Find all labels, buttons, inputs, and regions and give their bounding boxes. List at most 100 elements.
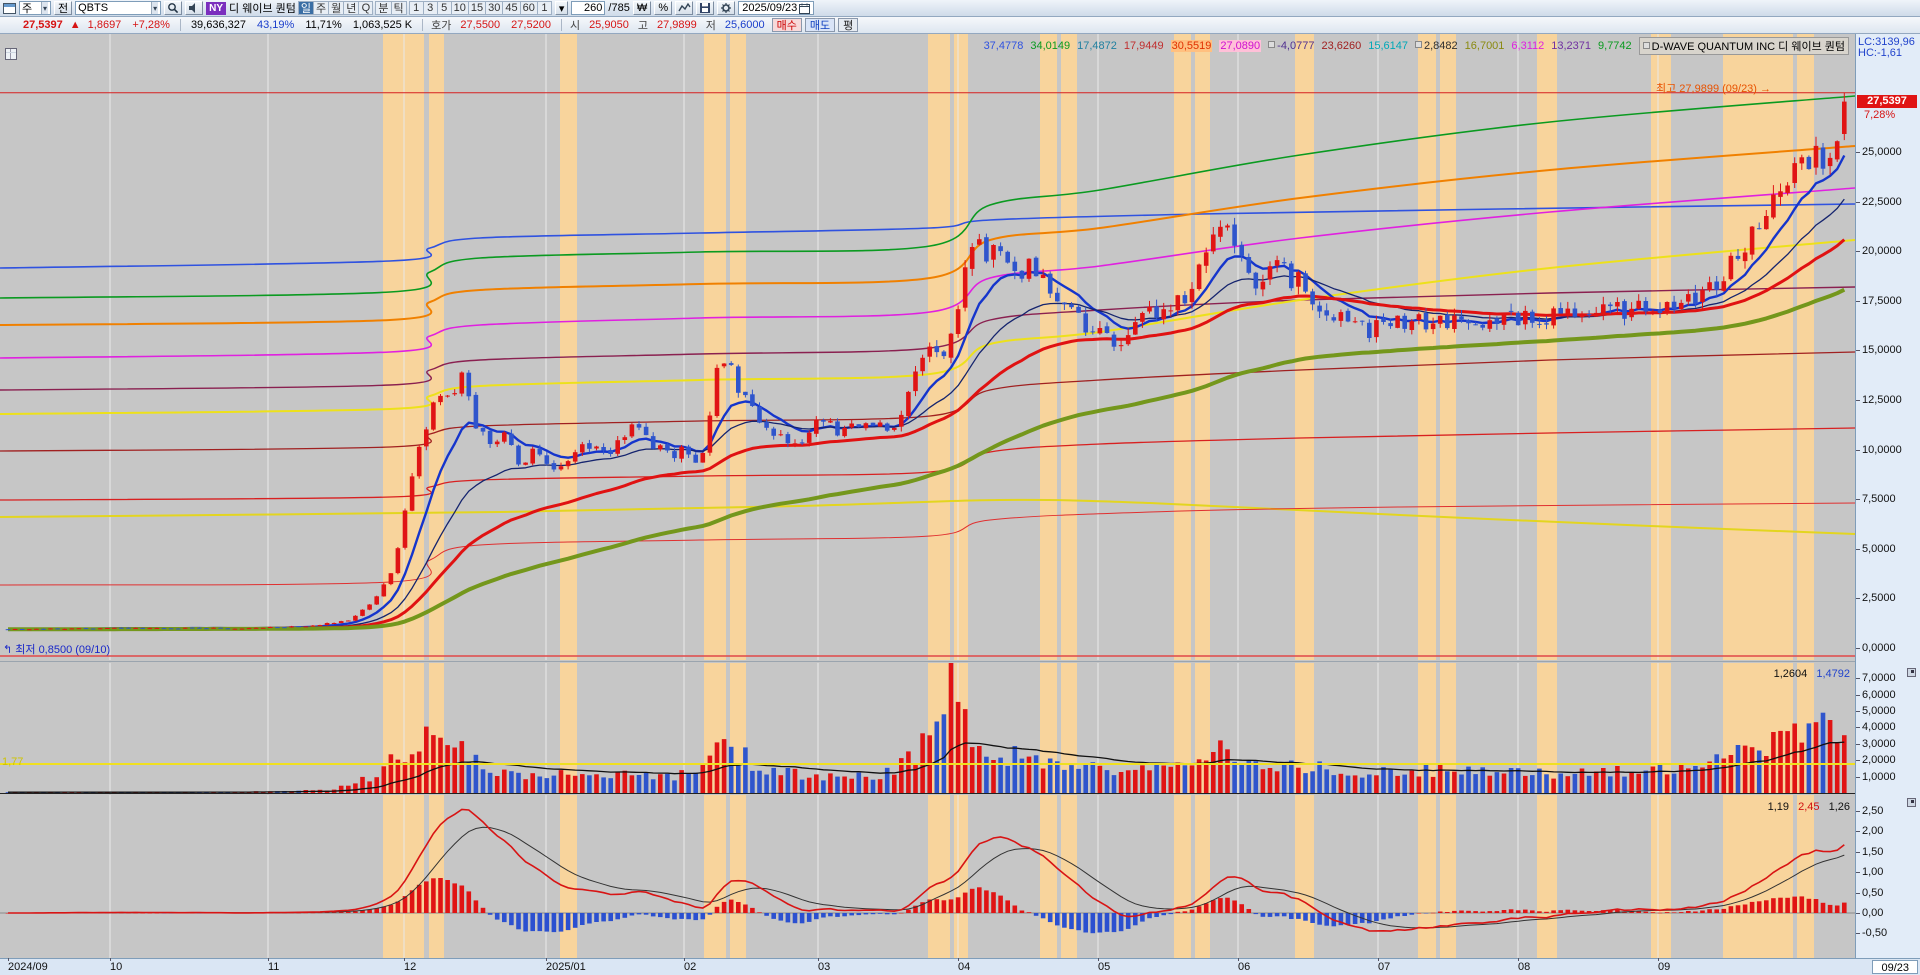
minute-button-0[interactable]: 1 [408, 1, 424, 15]
minute-button-2[interactable]: 5 [436, 1, 452, 15]
price-tick-label: 20,0000 [1856, 245, 1918, 257]
minute-button-5[interactable]: 30 [485, 1, 504, 15]
volume-pane[interactable] [0, 663, 1855, 794]
volume-tick-label: 2,0000 [1856, 754, 1918, 766]
macd-tick-label: 1,50 [1856, 846, 1918, 858]
volume-value: 39,636,327 [190, 19, 246, 31]
minute-button-3[interactable]: 10 [450, 1, 469, 15]
price-tick-label: 0,0000 [1856, 642, 1918, 654]
minute-button-group: 1 3 5 10 15 30 45 60 1 [408, 1, 552, 15]
minute-button-8[interactable]: 1 [536, 1, 552, 15]
price-tick-label: 5,0000 [1856, 543, 1918, 555]
legend-value-13: 9,7742 [1598, 40, 1632, 52]
price-tick-label: 17,5000 [1856, 295, 1918, 307]
price-tick-label: 7,5000 [1856, 493, 1918, 505]
legend-value-3: 17,9449 [1123, 40, 1164, 52]
symbol-name-chip: D-WAVE QUANTUM INC 디 웨이브 퀀텀 [1638, 37, 1849, 55]
ratio-pct: 11,71% [305, 19, 342, 31]
date-tick-label: 10 [110, 958, 122, 973]
price-tick-label: 22,5000 [1856, 196, 1918, 208]
macd-line-value: 2,45 [1798, 801, 1820, 813]
hoga-label: 호가 [431, 20, 452, 32]
search-icon[interactable] [164, 1, 183, 15]
minute-button-7[interactable]: 60 [519, 1, 538, 15]
traded-value: 1,063,525 K [352, 19, 413, 31]
minute-button-6[interactable]: 45 [502, 1, 521, 15]
sell-button[interactable]: 매도 [804, 18, 836, 32]
chevron-down-icon[interactable]: ▾ [40, 2, 48, 14]
mode-button-0[interactable]: 분 [375, 1, 392, 15]
chart-plot-area: 37,4778 34,0149 17,4872 17,9449 30,5519 27,08… [0, 34, 1855, 958]
volume-tick-label: 3,0000 [1856, 738, 1918, 750]
date-tick-label: 2025/01 [546, 958, 586, 973]
macd-tick-label: 2,00 [1856, 825, 1918, 837]
last-date-box: 09/23 [1872, 960, 1918, 974]
price-tick-label: 25,0000 [1856, 146, 1918, 158]
legend-value-8: 15,6147 [1368, 40, 1408, 52]
high-marker-label: 최고 27,9899 (09/23) → [1656, 83, 1772, 95]
date-picker[interactable]: 2025/09/23 [738, 1, 815, 15]
chevron-down-icon[interactable]: ▾ [554, 1, 569, 15]
low-marker-label: ↰ 최저 0,8500 (09/10) [3, 644, 111, 656]
period-button-4[interactable]: Q [358, 1, 374, 15]
symbol-input[interactable]: QBTS ▾ [75, 1, 162, 15]
percent-icon[interactable]: % [654, 1, 673, 15]
date-tick-label: 12 [404, 958, 416, 973]
save-icon[interactable] [696, 1, 715, 15]
symbol-value: QBTS [78, 2, 109, 14]
period-button-0[interactable]: 일 [297, 1, 314, 15]
macd-header: 1,19 2,45 1,26 [1762, 801, 1850, 813]
price-change: 1,8697 [87, 19, 122, 31]
collapse-pane-icon[interactable] [1907, 668, 1916, 677]
legend-value-1: 34,0149 [1030, 40, 1071, 52]
compare-chart-icon[interactable] [675, 1, 694, 15]
bar-count-input[interactable]: 260 [571, 1, 606, 15]
open-label: 시 [569, 20, 581, 32]
macd-pane[interactable] [0, 795, 1855, 958]
volume-tick-label: 4,0000 [1856, 721, 1918, 733]
volume-ref-label: 1,77 [2, 756, 24, 768]
macd-tick-label: 0,50 [1856, 887, 1918, 899]
current-price-marker: 27,5397 [1857, 95, 1917, 108]
buy-button[interactable]: 매수 [771, 18, 802, 32]
currency-button[interactable]: ₩ [632, 1, 652, 15]
low-price: 25,6000 [724, 19, 765, 31]
legend-value-2: 17,4872 [1077, 40, 1117, 52]
settings-gear-icon[interactable] [717, 1, 736, 15]
prev-symbol-button[interactable]: 전 [54, 1, 73, 15]
low-label: 저 [705, 20, 716, 32]
current-price-pct: 7,28% [1864, 109, 1896, 121]
avg-button[interactable]: 평 [838, 18, 859, 32]
period-button-3[interactable]: 년 [343, 1, 360, 15]
sound-icon[interactable] [185, 1, 204, 15]
date-axis[interactable]: 09/23 2024/09 10 11 12 2025/01 02 03 04 05 06 07 08… [0, 958, 1920, 975]
mode-button-1[interactable]: 틱 [390, 1, 407, 15]
hc-value: HC:-1,61 [1858, 47, 1903, 59]
period-button-1[interactable]: 주 [313, 1, 330, 15]
date-tick-label: 08 [1518, 958, 1530, 973]
period-button-2[interactable]: 월 [328, 1, 345, 15]
high-price: 27,9899 [656, 19, 697, 31]
period-combo[interactable]: 주 ▾ [19, 1, 51, 15]
bar-count-value: 260 [584, 2, 603, 14]
legend-value-5: 27,0890 [1219, 40, 1262, 52]
legend-value-7: 23,6260 [1321, 40, 1362, 52]
minute-button-1[interactable]: 3 [422, 1, 438, 15]
chevron-down-icon[interactable]: ▾ [151, 2, 159, 14]
up-arrow-icon: ▲ [69, 19, 81, 31]
date-tick-label: 03 [818, 958, 830, 973]
price-tick-label: 15,0000 [1856, 344, 1918, 356]
collapse-pane-icon[interactable] [1907, 798, 1916, 807]
date-tick-label: 2024/09 [8, 958, 48, 973]
volume-tick-label: 5,0000 [1856, 705, 1918, 717]
legend-value-6: -4,0777 [1268, 40, 1314, 52]
window-icon[interactable] [3, 2, 16, 14]
minute-button-4[interactable]: 15 [467, 1, 487, 15]
chart-tool-icon[interactable] [5, 48, 17, 60]
price-tick-label: 12,5000 [1856, 394, 1918, 406]
price-axis[interactable]: LC:3139,96 HC:-1,61 27,5397 7,28% 25,000… [1855, 34, 1920, 958]
main-price-pane[interactable] [0, 34, 1855, 660]
date-tick-label: 11 [268, 958, 279, 973]
